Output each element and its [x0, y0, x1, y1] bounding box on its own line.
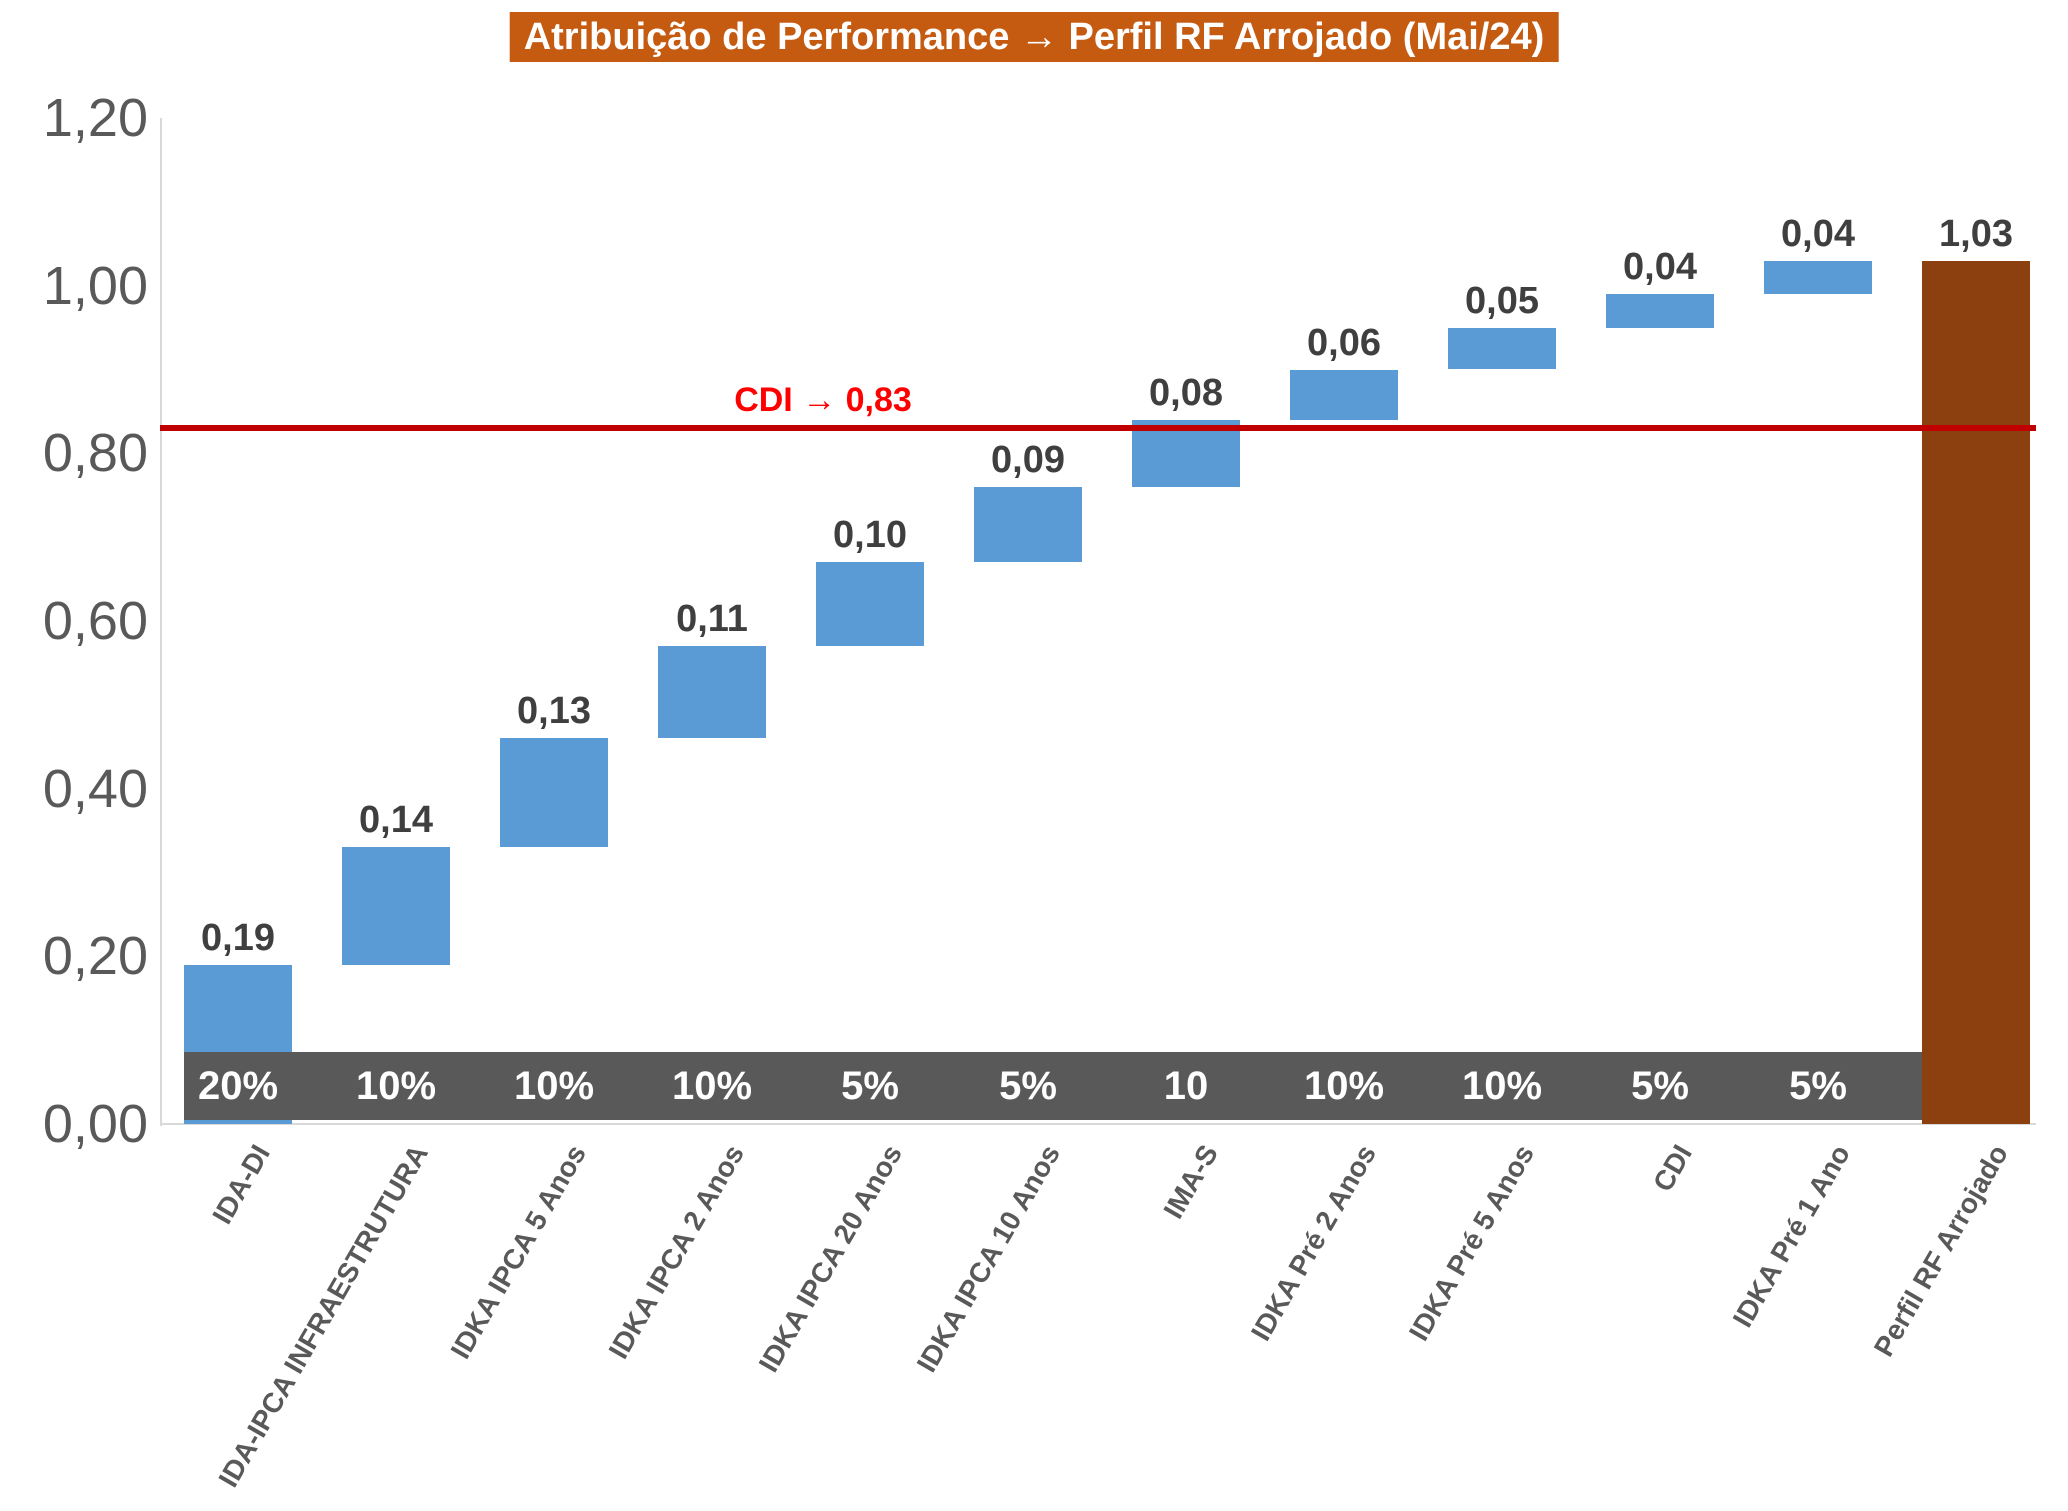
x-axis-category-label: IDA-DI [206, 1139, 276, 1230]
bar-value-label: 0,10 [833, 514, 907, 557]
bar-value-label: 0,05 [1465, 279, 1539, 322]
bar-value-label: 0,04 [1623, 246, 1697, 289]
bar-value-label: 0,08 [1149, 371, 1223, 414]
x-axis-category-label: IDKA Pré 2 Anos [1244, 1139, 1382, 1346]
x-axis-category-label: IDKA Pré 1 Ano [1726, 1139, 1856, 1333]
x-axis-category-label: IDKA IPCA 20 Anos [752, 1139, 908, 1378]
waterfall-bar [1606, 294, 1714, 328]
bar-value-label: 0,09 [991, 438, 1065, 481]
waterfall-bar [816, 562, 924, 647]
weight-label: 10% [355, 1064, 437, 1108]
bar-value-label: 0,04 [1781, 212, 1855, 255]
weight-label: 5% [841, 1064, 899, 1108]
x-axis-category-label: CDI [1647, 1139, 1698, 1197]
waterfall-bar [1764, 260, 1872, 295]
waterfall-bar [1448, 327, 1556, 370]
weight-label: 10% [671, 1064, 753, 1108]
weight-label: 10% [513, 1064, 595, 1108]
x-axis-category-label: Perfil RF Arrojado [1867, 1139, 2014, 1362]
waterfall-bar [500, 738, 608, 848]
weight-label: 5% [999, 1064, 1057, 1108]
y-axis-tick-label: 0,60 [42, 591, 148, 651]
weight-label: 20% [197, 1064, 279, 1108]
weight-label: 10% [1303, 1064, 1385, 1108]
x-axis-line [160, 1123, 2036, 1125]
waterfall-bar [658, 646, 766, 739]
waterfall-bar [974, 486, 1082, 563]
y-axis-tick-label: 1,20 [42, 88, 148, 148]
y-axis-tick-label: 0,00 [42, 1094, 148, 1154]
weight-label: 5% [1789, 1064, 1847, 1108]
bar-value-label: 0,06 [1307, 321, 1381, 364]
cdi-reference-line [160, 425, 2036, 432]
x-axis-category-label: IMA-S [1157, 1139, 1224, 1224]
waterfall-bar [1290, 369, 1398, 420]
chart-title: Atribuição de Performance → Perfil RF Ar… [509, 12, 1559, 62]
bar-value-label: 0,13 [517, 690, 591, 733]
y-axis-line [160, 118, 162, 1126]
y-axis-tick-label: 0,80 [42, 423, 148, 484]
bar-value-label: 0,14 [359, 799, 433, 842]
x-axis-category-label: IDKA Pré 5 Anos [1402, 1139, 1540, 1346]
x-axis-category-label: IDKA IPCA 5 Anos [444, 1139, 592, 1364]
y-axis-tick-label: 0,20 [42, 926, 148, 987]
weight-label: 10% [1461, 1064, 1543, 1108]
cdi-reference-label: CDI → 0,83 [734, 381, 912, 420]
x-axis-category-label: IDKA IPCA 10 Anos [910, 1139, 1066, 1378]
y-axis-tick-label: 1,00 [42, 255, 148, 316]
bar-value-label: 1,03 [1939, 212, 2013, 255]
weight-label: 5% [1631, 1064, 1689, 1108]
total-bar [1922, 260, 2030, 1124]
weight-label: 10 [1163, 1064, 1209, 1108]
bar-value-label: 0,11 [676, 598, 748, 641]
bar-value-label: 0,19 [201, 916, 275, 959]
waterfall-bar [342, 847, 450, 965]
x-axis-category-label: IDKA IPCA 2 Anos [602, 1139, 750, 1364]
y-axis-tick-label: 0,40 [42, 758, 148, 819]
weight-band [184, 1052, 1922, 1120]
